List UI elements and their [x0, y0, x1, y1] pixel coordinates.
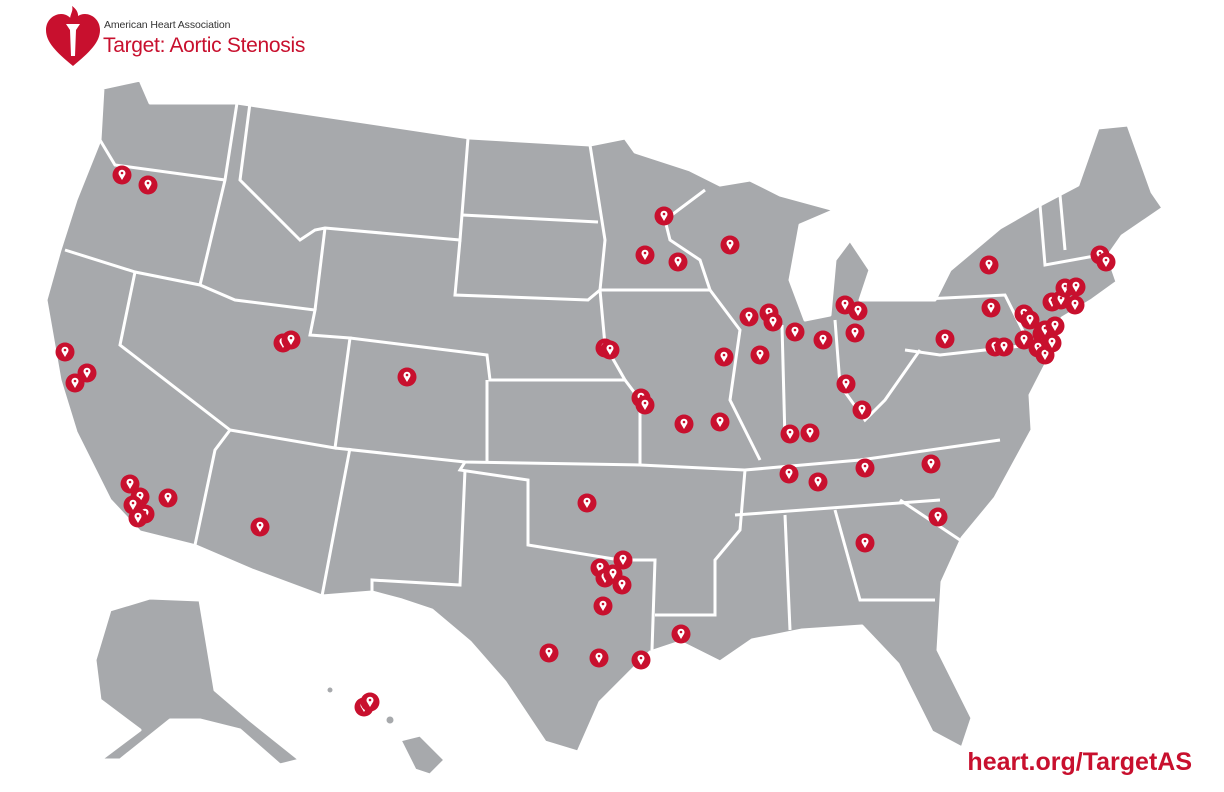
map-pin-icon[interactable] [855, 533, 875, 553]
map-pin-icon[interactable] [855, 458, 875, 478]
map-pin-icon[interactable] [397, 367, 417, 387]
map-pin-icon[interactable] [928, 507, 948, 527]
map-pin-icon[interactable] [158, 488, 178, 508]
map-pin-icon[interactable] [631, 650, 651, 670]
program-title: Target: Aortic Stenosis [103, 34, 306, 57]
map-pin-icon[interactable] [714, 347, 734, 367]
map-pin-icon[interactable] [635, 245, 655, 265]
map-pin-icon[interactable] [1045, 316, 1065, 336]
map-pin-icon[interactable] [635, 395, 655, 415]
map-pin-icon[interactable] [55, 342, 75, 362]
map-pin-icon[interactable] [589, 648, 609, 668]
map-pin-icon[interactable] [281, 330, 301, 350]
hawaii-island-maui [383, 713, 397, 727]
map-pin-icon[interactable] [935, 329, 955, 349]
map-pin-icon[interactable] [921, 454, 941, 474]
aha-logo: American Heart Association Target: Aorti… [46, 6, 336, 70]
map-pin-icon[interactable] [785, 322, 805, 342]
map-pin-icon[interactable] [65, 373, 85, 393]
map-pin-icon[interactable] [600, 340, 620, 360]
map-pin-icon[interactable] [613, 550, 633, 570]
map-pin-icon[interactable] [848, 301, 868, 321]
map-pin-icon[interactable] [138, 175, 158, 195]
map-pin-icon[interactable] [250, 517, 270, 537]
map-pin-icon[interactable] [1065, 295, 1085, 315]
map-pin-icon[interactable] [1014, 330, 1034, 350]
map-pin-icon[interactable] [612, 575, 632, 595]
map-pin-icon[interactable] [1096, 252, 1116, 272]
map-pin-icon[interactable] [979, 255, 999, 275]
map-pin-icon[interactable] [1042, 333, 1062, 353]
map-pin-icon[interactable] [360, 692, 380, 712]
map-pin-icon[interactable] [1020, 310, 1040, 330]
map-pin-icon[interactable] [750, 345, 770, 365]
map-pin-icon[interactable] [808, 472, 828, 492]
map-pin-icon[interactable] [1066, 277, 1086, 297]
map-pin-icon[interactable] [852, 400, 872, 420]
map-pin-icon[interactable] [780, 424, 800, 444]
map-pin-icon[interactable] [674, 414, 694, 434]
map-pin-icon[interactable] [539, 643, 559, 663]
map-pin-icon[interactable] [763, 312, 783, 332]
map-pin-icon[interactable] [994, 337, 1014, 357]
map-pin-icon[interactable] [813, 330, 833, 350]
map-pin-icon[interactable] [671, 624, 691, 644]
hawaii [398, 733, 447, 777]
map-pin-icon[interactable] [845, 323, 865, 343]
map-pin-icon[interactable] [710, 412, 730, 432]
map-pin-icon[interactable] [836, 374, 856, 394]
website-link[interactable]: heart.org/TargetAS [967, 748, 1192, 776]
map-pin-icon[interactable] [654, 206, 674, 226]
map-pin-icon[interactable] [112, 165, 132, 185]
map-pin-icon[interactable] [593, 596, 613, 616]
map-pin-icon[interactable] [120, 474, 140, 494]
map-pin-icon[interactable] [800, 423, 820, 443]
map-pin-icon[interactable] [779, 464, 799, 484]
map-pin-icon[interactable] [981, 298, 1001, 318]
map-pin-icon[interactable] [128, 508, 148, 528]
organization-name: American Heart Association [104, 19, 231, 31]
hawaii-island-kauai [324, 684, 336, 696]
heart-torch-icon [46, 6, 100, 66]
map-pin-icon[interactable] [739, 307, 759, 327]
alaska [93, 596, 302, 767]
map-pin-icon[interactable] [577, 493, 597, 513]
map-pin-icon[interactable] [720, 235, 740, 255]
map-pin-icon[interactable] [668, 252, 688, 272]
